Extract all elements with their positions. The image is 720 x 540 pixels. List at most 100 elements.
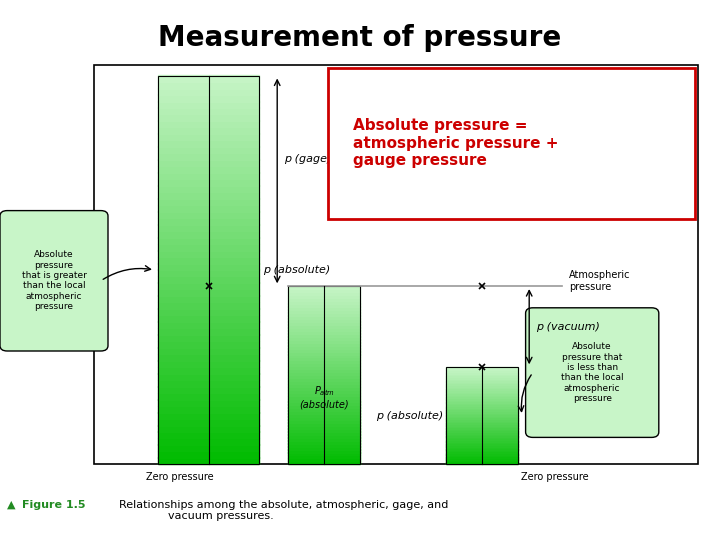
Bar xyxy=(288,360,360,363)
Text: Measurement of pressure: Measurement of pressure xyxy=(158,24,562,52)
Bar xyxy=(288,461,360,464)
Bar xyxy=(158,250,259,257)
Bar xyxy=(158,159,259,166)
Bar xyxy=(446,422,518,424)
Bar xyxy=(158,101,259,108)
Bar xyxy=(158,451,259,458)
Bar xyxy=(288,387,360,390)
Bar xyxy=(288,378,360,381)
Bar xyxy=(158,438,259,445)
Bar xyxy=(288,345,360,349)
Bar xyxy=(158,302,259,309)
Bar xyxy=(158,211,259,218)
Bar xyxy=(288,407,360,411)
Bar xyxy=(288,404,360,408)
Bar xyxy=(158,231,259,238)
Bar xyxy=(446,388,518,390)
Bar xyxy=(288,428,360,432)
Bar xyxy=(158,425,259,432)
Bar xyxy=(158,94,259,102)
Bar xyxy=(158,315,259,322)
Bar xyxy=(446,383,518,385)
Bar xyxy=(446,404,518,406)
Bar xyxy=(288,315,360,319)
Bar xyxy=(158,321,259,328)
Bar xyxy=(446,441,518,443)
Bar xyxy=(288,372,360,375)
Bar xyxy=(288,303,360,307)
Bar xyxy=(158,308,259,315)
Bar xyxy=(446,401,518,403)
Bar xyxy=(446,410,518,413)
Bar xyxy=(288,369,360,373)
Bar xyxy=(288,452,360,455)
Bar xyxy=(288,366,360,369)
Bar xyxy=(158,263,259,270)
Bar xyxy=(446,457,518,460)
Bar xyxy=(446,389,518,392)
Bar xyxy=(446,438,518,440)
Bar xyxy=(158,347,259,354)
Bar xyxy=(288,455,360,458)
Bar xyxy=(446,396,518,398)
FancyBboxPatch shape xyxy=(328,68,695,219)
Bar xyxy=(288,357,360,361)
Bar xyxy=(158,82,259,89)
Bar xyxy=(446,409,518,411)
Bar xyxy=(158,205,259,212)
Bar xyxy=(446,431,518,434)
FancyBboxPatch shape xyxy=(526,308,659,437)
Bar xyxy=(446,406,518,408)
Bar xyxy=(446,459,518,461)
Bar xyxy=(446,384,518,387)
Bar xyxy=(288,410,360,414)
Bar xyxy=(446,420,518,422)
Bar xyxy=(158,354,259,361)
Bar xyxy=(446,427,518,429)
Bar xyxy=(158,146,259,153)
Bar xyxy=(288,440,360,444)
Bar xyxy=(158,218,259,225)
Bar xyxy=(446,378,518,380)
Bar xyxy=(158,406,259,413)
Bar xyxy=(158,185,259,192)
Text: Zero pressure: Zero pressure xyxy=(521,472,588,483)
Bar xyxy=(446,391,518,393)
Text: Relationships among the absolute, atmospheric, gage, and
                vacuum : Relationships among the absolute, atmosp… xyxy=(112,500,448,521)
Text: $P_{atm}$
(absolute): $P_{atm}$ (absolute) xyxy=(300,384,348,410)
Bar xyxy=(446,417,518,419)
Bar xyxy=(446,453,518,455)
Bar xyxy=(288,390,360,393)
Bar xyxy=(288,363,360,366)
Bar xyxy=(158,386,259,393)
Bar xyxy=(446,394,518,396)
Bar xyxy=(158,289,259,296)
Bar xyxy=(288,339,360,343)
Bar xyxy=(288,286,360,289)
Bar xyxy=(288,434,360,437)
Bar xyxy=(446,414,518,416)
Bar xyxy=(158,328,259,335)
Bar xyxy=(288,330,360,334)
Bar xyxy=(158,282,259,289)
Bar xyxy=(158,192,259,199)
Text: ▲: ▲ xyxy=(7,500,19,510)
Bar xyxy=(158,140,259,147)
Bar xyxy=(446,440,518,442)
Bar xyxy=(446,454,518,456)
Bar xyxy=(446,373,518,375)
Bar xyxy=(158,172,259,179)
Bar xyxy=(288,449,360,453)
Bar xyxy=(446,376,518,379)
Bar xyxy=(288,443,360,447)
Bar xyxy=(446,425,518,427)
Bar xyxy=(446,412,518,414)
Bar xyxy=(288,333,360,337)
Bar xyxy=(288,381,360,384)
Bar xyxy=(446,448,518,450)
Bar xyxy=(288,414,360,417)
Bar xyxy=(446,386,518,388)
Bar xyxy=(446,461,518,463)
Bar xyxy=(446,372,518,374)
Bar xyxy=(446,393,518,395)
